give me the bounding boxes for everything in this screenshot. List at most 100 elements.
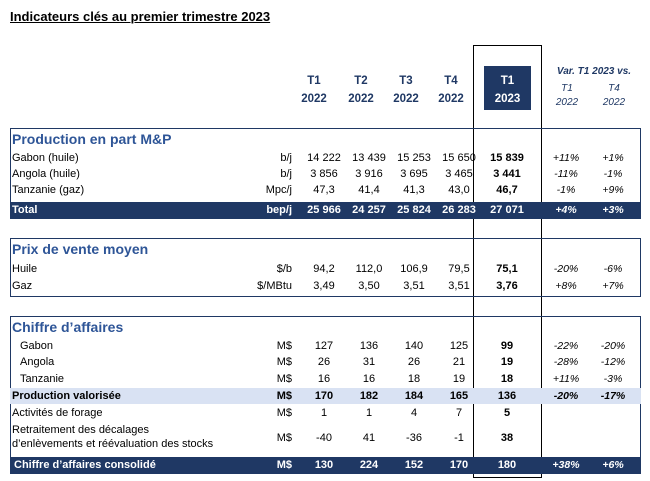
table-cell: -1 bbox=[454, 432, 464, 444]
production-section bbox=[10, 128, 641, 219]
table-cell: 15 253 bbox=[397, 152, 431, 164]
table-cell: d’enlèvements et réévaluation des stocks bbox=[12, 438, 214, 450]
production-title: Production en part M&P bbox=[12, 131, 172, 147]
table-cell: 3,49 bbox=[313, 280, 335, 292]
table-cell: 2022 bbox=[393, 93, 419, 105]
table-cell: 2022 bbox=[438, 93, 464, 105]
table-cell: 2022 bbox=[348, 93, 374, 105]
table-cell: 15 839 bbox=[490, 152, 524, 164]
table-cell: 31 bbox=[362, 356, 376, 368]
table-cell: 4 bbox=[410, 407, 418, 419]
table-cell: 41,3 bbox=[403, 184, 425, 196]
table-cell: 99 bbox=[500, 340, 514, 352]
table-cell: 165 bbox=[449, 390, 469, 402]
retraitement-row: Retraitement des décalages d’enlèvements… bbox=[10, 422, 641, 454]
table-cell: 184 bbox=[404, 390, 424, 402]
table-cell: -40 bbox=[316, 432, 332, 444]
table-cell: -3% bbox=[603, 373, 623, 385]
table-cell: 224 bbox=[359, 459, 379, 471]
table-cell: -1% bbox=[603, 168, 623, 180]
table-cell: 15 650 bbox=[442, 152, 476, 164]
table-cell: -20% bbox=[553, 390, 579, 402]
table-cell: 13 439 bbox=[352, 152, 386, 164]
table-cell: M$ bbox=[276, 356, 292, 368]
table-cell: Mpc/j bbox=[265, 184, 292, 196]
table-row: Angola M$ 26 31 26 21 19 -28% -12% bbox=[10, 354, 641, 370]
table-cell: 3,51 bbox=[403, 280, 425, 292]
table-cell: Production valorisée bbox=[12, 390, 121, 402]
table-cell: -22% bbox=[553, 340, 579, 352]
retraitement-label: Retraitement des décalages d’enlèvements… bbox=[12, 423, 213, 451]
table-cell: 7 bbox=[455, 407, 463, 419]
consolide-row: Chiffre d’affaires consolidé M$ 130 224 … bbox=[10, 457, 641, 474]
ca-title: Chiffre d’affaires bbox=[12, 319, 124, 335]
table-cell: Gabon bbox=[20, 340, 54, 352]
table-cell: 46,7 bbox=[496, 184, 518, 196]
variation-sub-t1: T1 2022 bbox=[545, 82, 589, 110]
table-cell: 3,50 bbox=[358, 280, 380, 292]
table-cell: 106,9 bbox=[400, 263, 428, 275]
table-cell: Gabon (huile) bbox=[12, 152, 79, 164]
table-cell: 5 bbox=[503, 407, 511, 419]
table-cell: 18 bbox=[407, 373, 421, 385]
table-cell: 25 966 bbox=[307, 204, 341, 216]
table-cell: -1% bbox=[556, 184, 576, 196]
table-cell: Total bbox=[12, 204, 38, 216]
table-row: Tanzanie M$ 16 16 18 19 18 +11% -3% bbox=[10, 371, 641, 387]
table-cell: T4 bbox=[444, 75, 458, 87]
table-row: Huile $/b 94,2 112,0 106,9 79,5 75,1 -20… bbox=[10, 261, 641, 277]
table-cell: 127 bbox=[314, 340, 334, 352]
table-cell: T1 bbox=[500, 75, 515, 87]
table-cell: 94,2 bbox=[313, 263, 335, 275]
table-cell: -20% bbox=[553, 263, 579, 275]
table-cell: 25 824 bbox=[397, 204, 431, 216]
table-cell: 136 bbox=[497, 390, 517, 402]
table-cell: $/MBtu bbox=[257, 280, 292, 292]
table-row: Tanzanie (gaz) Mpc/j 47,3 41,4 41,3 43,0… bbox=[10, 182, 641, 198]
table-row: Gaz $/MBtu 3,49 3,50 3,51 3,51 3,76 +8% … bbox=[10, 278, 641, 294]
table-cell: -6% bbox=[603, 263, 623, 275]
table-cell: 27 071 bbox=[490, 204, 524, 216]
table-cell: 41,4 bbox=[358, 184, 380, 196]
table-cell: -17% bbox=[600, 390, 626, 402]
table-cell: $/b bbox=[276, 263, 292, 275]
col-header-t2-2022: T2 2022 bbox=[339, 72, 383, 108]
table-cell: 79,5 bbox=[448, 263, 470, 275]
table-cell: 3 465 bbox=[445, 168, 473, 180]
prix-section bbox=[10, 238, 641, 297]
table-cell: b/j bbox=[280, 152, 292, 164]
table-cell: T3 bbox=[399, 75, 413, 87]
table-cell: 43,0 bbox=[448, 184, 470, 196]
table-cell: 182 bbox=[359, 390, 379, 402]
table-cell: +11% bbox=[552, 373, 580, 385]
table-cell: M$ bbox=[276, 432, 292, 444]
table-cell: -11% bbox=[554, 168, 578, 180]
table-cell: 41 bbox=[362, 432, 376, 444]
table-cell: -36 bbox=[406, 432, 422, 444]
col-header-t4-2022: T4 2022 bbox=[429, 72, 473, 108]
table-cell: 3 441 bbox=[493, 168, 521, 180]
table-cell: 21 bbox=[452, 356, 466, 368]
table-cell: 2022 bbox=[555, 97, 579, 108]
table-cell: 3 856 bbox=[310, 168, 338, 180]
table-cell: M$ bbox=[276, 390, 292, 402]
col-header-t1-2023: T1 2023 bbox=[485, 72, 530, 108]
table-cell: +4% bbox=[555, 204, 577, 216]
table-cell: -28% bbox=[553, 356, 579, 368]
table-cell: 16 bbox=[317, 373, 331, 385]
table-cell: 152 bbox=[404, 459, 424, 471]
table-cell: Chiffre d’affaires consolidé bbox=[14, 459, 156, 471]
table-cell: T1 bbox=[307, 75, 321, 87]
table-cell: 14 222 bbox=[307, 152, 341, 164]
table-cell: 26 bbox=[407, 356, 421, 368]
table-row: Activités de forage M$ 1 1 4 7 5 bbox=[10, 405, 641, 421]
table-cell: 2022 bbox=[602, 97, 626, 108]
table-cell: 19 bbox=[452, 373, 466, 385]
table-cell: 3 695 bbox=[400, 168, 428, 180]
highlight-column-frame bbox=[473, 45, 542, 478]
table-cell: 170 bbox=[449, 459, 469, 471]
prix-title: Prix de vente moyen bbox=[12, 241, 149, 257]
total-row: Total bep/j 25 966 24 257 25 824 26 283 … bbox=[10, 202, 641, 218]
table-cell: 112,0 bbox=[355, 263, 383, 275]
table-cell: b/j bbox=[280, 168, 292, 180]
